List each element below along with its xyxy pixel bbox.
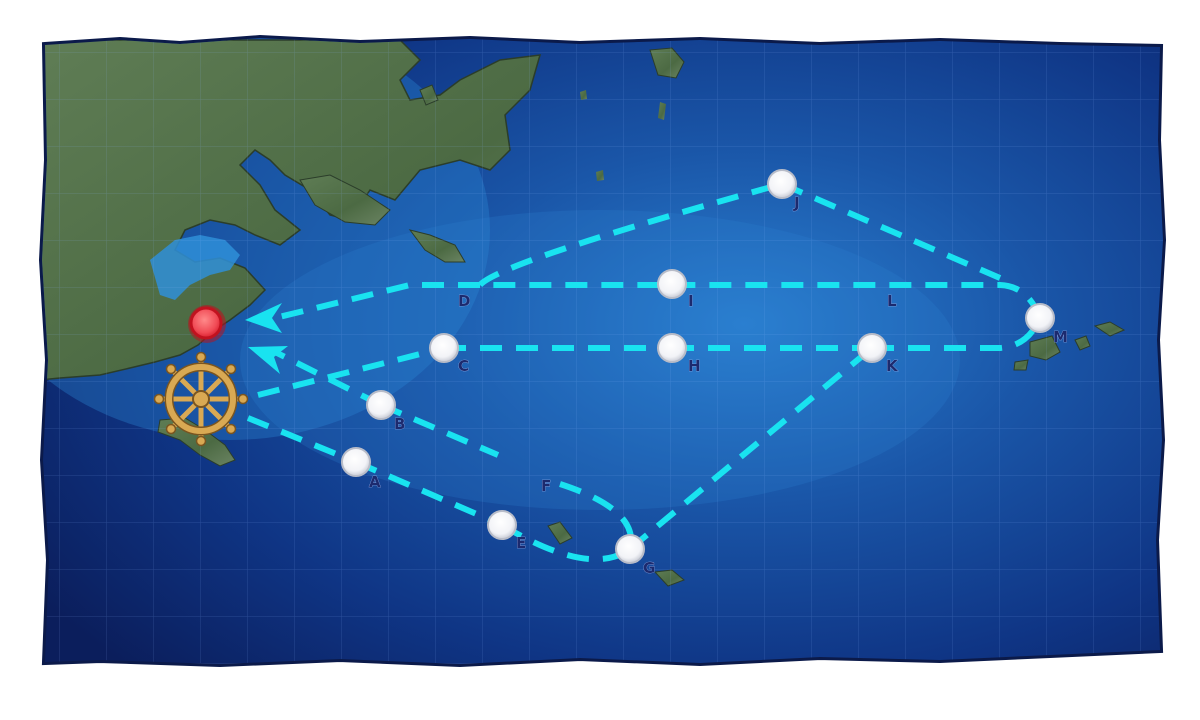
route-d-goal (274, 282, 480, 321)
route-g-k (628, 345, 874, 552)
map-node-icon (487, 510, 517, 540)
map-node-icon (341, 447, 371, 477)
map-node-icon (429, 333, 459, 363)
node-label: F (541, 477, 551, 495)
map-node-icon (657, 269, 687, 299)
start-node[interactable] (153, 351, 249, 447)
map-node-icon (1025, 303, 1055, 333)
node-g[interactable]: G (615, 534, 656, 577)
node-i[interactable]: I (657, 269, 694, 310)
route-d-j (477, 181, 783, 288)
route-b-f (379, 402, 500, 458)
route-a-e (354, 459, 504, 528)
route-f-g (559, 481, 635, 550)
node-label: M (1053, 328, 1068, 346)
route-k-m (872, 316, 1043, 351)
node-label: B (394, 415, 405, 433)
red-goal-node-icon (189, 306, 223, 340)
node-label: L (887, 292, 897, 310)
map-node-icon (767, 169, 797, 199)
map-node-icon (657, 333, 687, 363)
route-b-goal (273, 349, 383, 408)
node-label: D (458, 292, 470, 310)
map-node-icon (366, 390, 396, 420)
node-label: G (643, 559, 655, 577)
node-label: E (516, 534, 526, 552)
node-j[interactable]: J (767, 169, 800, 212)
node-f[interactable]: F (541, 477, 552, 496)
node-l[interactable]: L (887, 292, 898, 311)
route-start-c (257, 345, 445, 398)
route-j-m (780, 181, 1002, 281)
node-label: J (793, 194, 800, 212)
node-e[interactable]: E (487, 510, 527, 552)
node-label: H (688, 357, 701, 375)
map-node-icon (857, 333, 887, 363)
node-a[interactable]: A (341, 447, 381, 491)
node-label: K (886, 357, 899, 375)
ship-wheel-icon (153, 351, 249, 447)
node-b[interactable]: B (366, 390, 406, 433)
node-label: A (369, 473, 381, 491)
node-m[interactable]: M (1025, 303, 1068, 346)
map-node-icon (615, 534, 645, 564)
node-k[interactable]: K (857, 333, 899, 375)
node-label: I (688, 292, 694, 310)
node-layer: A B C D E F G H I (341, 169, 1068, 577)
arrowhead-icon (248, 346, 288, 374)
node-d[interactable]: D (458, 292, 471, 311)
arrowhead-icon (245, 303, 282, 333)
node-c[interactable]: C (429, 333, 469, 375)
route-start-a (246, 415, 358, 465)
goal-node[interactable] (188, 305, 226, 343)
node-label: C (458, 357, 469, 375)
node-h[interactable]: H (657, 333, 701, 375)
